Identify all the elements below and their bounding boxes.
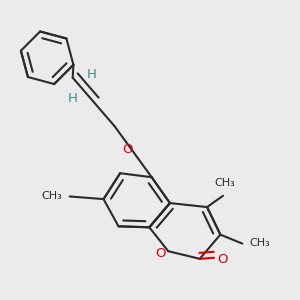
Text: H: H: [68, 92, 78, 105]
Text: CH₃: CH₃: [42, 191, 62, 202]
Text: H: H: [87, 68, 97, 81]
Text: CH₃: CH₃: [214, 178, 235, 188]
Text: O: O: [217, 253, 228, 266]
Text: O: O: [156, 248, 166, 260]
Text: O: O: [122, 142, 133, 155]
Text: CH₃: CH₃: [250, 238, 270, 248]
